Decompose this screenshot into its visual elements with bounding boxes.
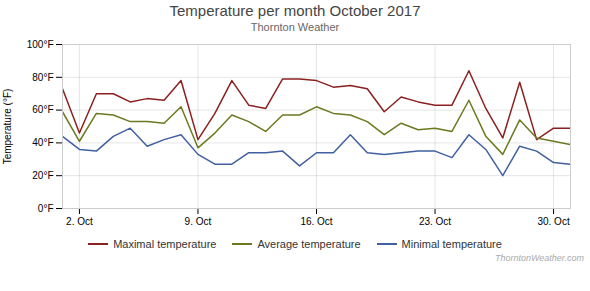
svg-text:60°F: 60°F (32, 104, 53, 115)
svg-text:2. Oct: 2. Oct (66, 216, 93, 227)
html-text:ThorntonWeather.com: ThorntonWeather.com (495, 253, 584, 263)
svg-text:80°F: 80°F (32, 72, 53, 83)
svg-text:30. Oct: 30. Oct (537, 216, 569, 227)
html-text:Temperature per month October: Temperature per month October 2017 (169, 2, 421, 19)
svg-text:40°F: 40°F (32, 137, 53, 148)
svg-text:23. Oct: 23. Oct (419, 216, 451, 227)
svg-text:0°F: 0°F (38, 203, 54, 214)
svg-text:100°F: 100°F (27, 39, 54, 50)
svg-text:20°F: 20°F (32, 170, 53, 181)
svg-text:16. Oct: 16. Oct (300, 216, 332, 227)
svg-text:9. Oct: 9. Oct (185, 216, 212, 227)
html-text:Average temperature: Average temperature (257, 238, 361, 250)
html-text:Maximal temperature: Maximal temperature (113, 238, 217, 250)
html-text:Minimal temperature: Minimal temperature (401, 238, 502, 250)
html-text:Thornton Weather: Thornton Weather (250, 21, 340, 33)
svg-text:Temperature (°F): Temperature (°F) (2, 89, 13, 165)
